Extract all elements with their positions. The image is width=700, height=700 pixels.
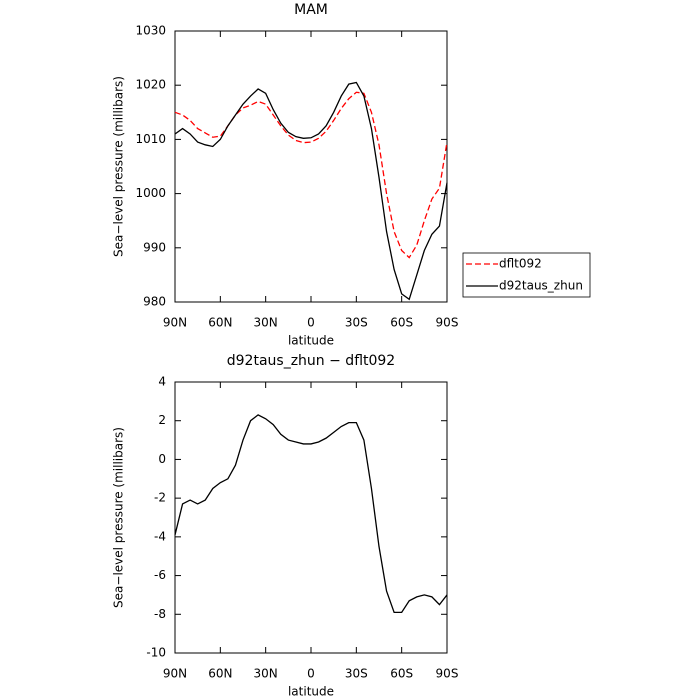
data-line xyxy=(174,414,448,613)
x-tick-label: 90S xyxy=(436,667,459,681)
x-tick-label: 60S xyxy=(390,667,413,681)
plot-frame xyxy=(174,381,448,654)
x-tick-label: 60N xyxy=(208,667,232,681)
data-line xyxy=(174,81,448,301)
y-tick-label: 990 xyxy=(143,240,166,254)
x-tick-label: 30N xyxy=(254,316,278,330)
y-axis-label: Sea−level pressure (millibars) xyxy=(112,427,126,608)
y-tick-label: -10 xyxy=(146,646,166,660)
y-tick-label: 4 xyxy=(158,375,166,389)
x-axis-label: latitude xyxy=(288,685,334,699)
y-tick-label: -4 xyxy=(154,529,166,543)
chart-title: MAM xyxy=(294,2,328,18)
legend-box xyxy=(462,252,591,298)
x-tick-label: 90S xyxy=(436,316,459,330)
y-tick-label: 980 xyxy=(143,295,166,309)
legend-label: d92taus_zhun xyxy=(499,279,583,293)
x-tick-label: 0 xyxy=(307,316,315,330)
y-tick-label: -2 xyxy=(154,491,166,505)
y-tick-label: 1010 xyxy=(135,132,166,146)
y-tick-label: 1020 xyxy=(135,78,166,92)
x-tick-label: 30N xyxy=(254,667,278,681)
y-axis-label: Sea−level pressure (millibars) xyxy=(112,76,126,257)
data-line xyxy=(174,91,448,259)
x-tick-label: 60S xyxy=(390,316,413,330)
x-axis-label: latitude xyxy=(288,334,334,348)
y-tick-label: -8 xyxy=(154,607,166,621)
x-tick-label: 90N xyxy=(163,316,187,330)
x-tick-label: 60N xyxy=(208,316,232,330)
x-tick-label: 90N xyxy=(163,667,187,681)
x-tick-label: 30S xyxy=(345,667,368,681)
legend-label: dflt092 xyxy=(499,257,542,271)
plot-frame xyxy=(174,30,448,303)
x-tick-label: 0 xyxy=(307,667,315,681)
y-tick-label: -6 xyxy=(154,568,166,582)
chart-title: d92taus_zhun − dflt092 xyxy=(227,353,395,369)
y-tick-label: 1030 xyxy=(135,24,166,38)
y-tick-label: 2 xyxy=(158,413,166,427)
y-tick-label: 0 xyxy=(158,452,166,466)
y-tick-label: 1000 xyxy=(135,186,166,200)
x-tick-label: 30S xyxy=(345,316,368,330)
